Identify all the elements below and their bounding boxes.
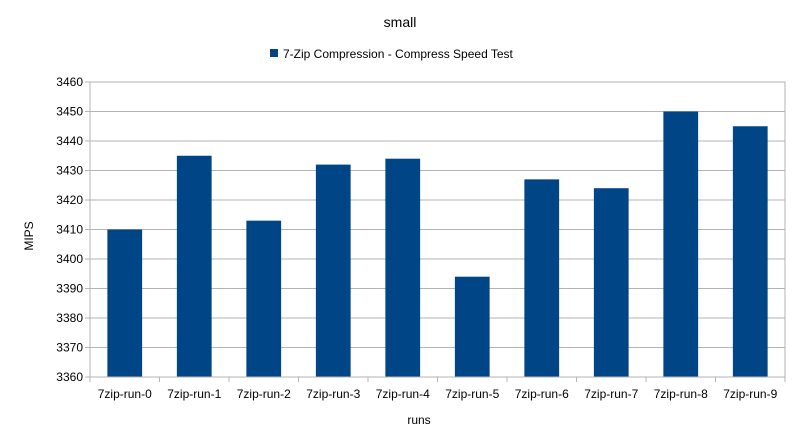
x-tick-label: 7zip-run-4 bbox=[376, 387, 430, 401]
y-axis-ticks: 3360 3370 3380 3390 3400 3410 3420 3430 3440 3450… bbox=[56, 75, 83, 384]
x-axis-label: runs bbox=[407, 413, 430, 427]
bar-7zip-run-0 bbox=[107, 229, 143, 377]
bar-7zip-run-7 bbox=[593, 188, 629, 377]
x-tick-label: 7zip-run-0 bbox=[98, 387, 152, 401]
y-tick-label: 3360 bbox=[56, 370, 83, 384]
bar-7zip-run-9 bbox=[732, 126, 768, 377]
x-tick-label: 7zip-run-1 bbox=[167, 387, 221, 401]
plot-frame bbox=[89, 81, 786, 378]
y-axis-label: MIPS bbox=[22, 221, 36, 250]
y-tick-label: 3400 bbox=[56, 252, 83, 266]
chart-title: small bbox=[384, 14, 417, 30]
y-tick-label: 3380 bbox=[56, 311, 83, 325]
y-tick-label: 3430 bbox=[56, 164, 83, 178]
bar-7zip-run-2 bbox=[246, 220, 282, 377]
x-tick-label: 7zip-run-8 bbox=[654, 387, 708, 401]
bars bbox=[107, 111, 768, 377]
bar-7zip-run-8 bbox=[663, 111, 699, 377]
y-tick-label: 3390 bbox=[56, 282, 83, 296]
legend-swatch bbox=[270, 49, 278, 57]
y-tick-label: 3460 bbox=[56, 75, 83, 89]
x-tick-label: 7zip-run-9 bbox=[723, 387, 777, 401]
y-tick-label: 3450 bbox=[56, 105, 83, 119]
y-tick-label: 3410 bbox=[56, 223, 83, 237]
bar-7zip-run-6 bbox=[524, 179, 560, 377]
x-axis-ticks: 7zip-run-0 7zip-run-1 7zip-run-2 7zip-run-3… bbox=[89, 377, 786, 401]
x-tick-label: 7zip-run-2 bbox=[237, 387, 291, 401]
y-tick-label: 3420 bbox=[56, 193, 83, 207]
bar-7zip-run-5 bbox=[454, 276, 490, 377]
x-tick-label: 7zip-run-7 bbox=[584, 387, 638, 401]
legend: 7-Zip Compression - Compress Speed Test bbox=[270, 47, 514, 61]
bar-7zip-run-1 bbox=[176, 155, 212, 377]
y-tick-label: 3440 bbox=[56, 134, 83, 148]
x-tick-label: 7zip-run-6 bbox=[515, 387, 569, 401]
bar-7zip-run-3 bbox=[315, 164, 351, 377]
y-tick-label: 3370 bbox=[56, 341, 83, 355]
x-tick-label: 7zip-run-3 bbox=[306, 387, 360, 401]
bar-7zip-run-4 bbox=[385, 158, 421, 377]
legend-label: 7-Zip Compression - Compress Speed Test bbox=[283, 47, 514, 61]
x-tick-label: 7zip-run-5 bbox=[445, 387, 499, 401]
